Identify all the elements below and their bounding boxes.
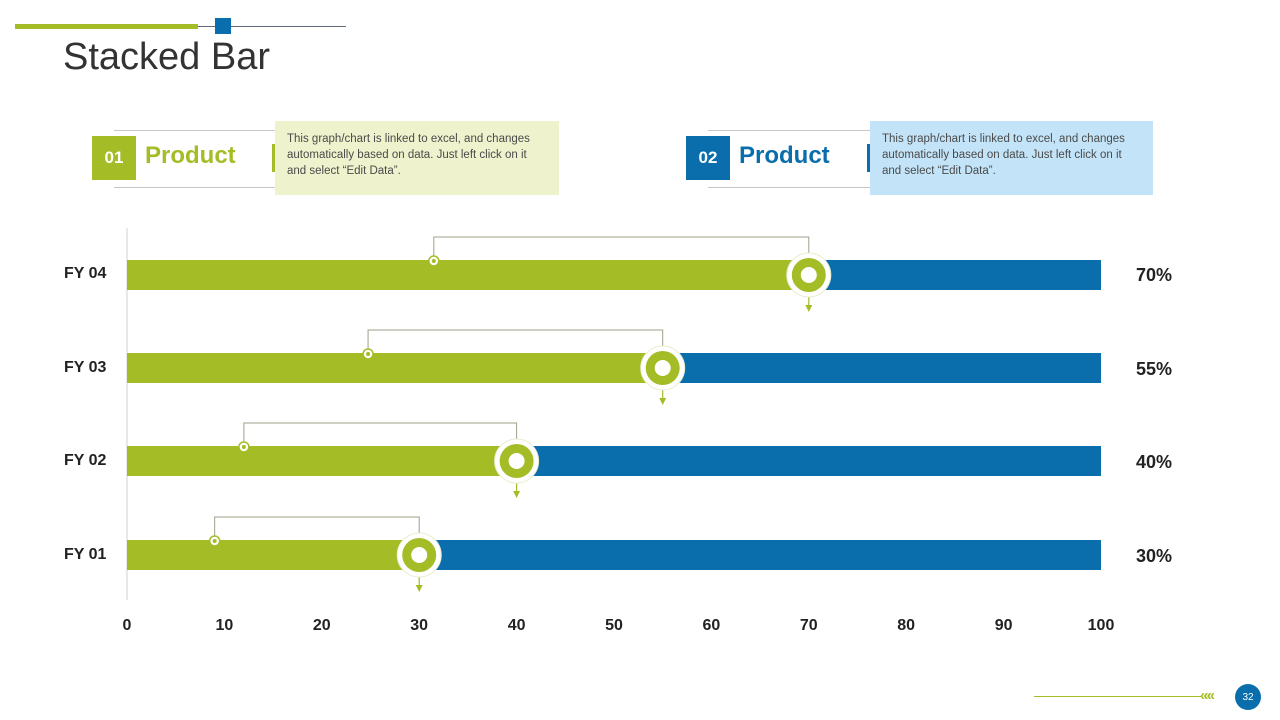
- page-number[interactable]: 32: [1235, 684, 1261, 710]
- bar-segment-1-fy02: [127, 446, 517, 476]
- bar-segment-2-fy04: [808, 260, 1101, 290]
- x-tick-label: 70: [799, 617, 818, 634]
- chevrons-icon: «««: [1200, 687, 1215, 704]
- bar-segment-1-fy01: [127, 540, 420, 570]
- marker-hole-fy04: [800, 267, 817, 283]
- legend-number: 02: [698, 148, 718, 167]
- marker-outer-fy02: [494, 438, 540, 484]
- legend-note-02: This graph/chart is linked to excel, and…: [870, 121, 1153, 195]
- callout-dot-core-fy02: [241, 445, 246, 449]
- legend-note-01: This graph/chart is linked to excel, and…: [275, 121, 559, 195]
- bar-segment-2-fy03: [662, 353, 1101, 383]
- callout-line-fy04: [433, 236, 810, 265]
- callout-dot-fy02: [238, 441, 250, 453]
- marker-arrow-head-fy01: [415, 585, 423, 592]
- marker-outer-fy03: [640, 345, 686, 391]
- y-label-fy04: FY 04: [64, 265, 107, 282]
- x-tick-label: 60: [702, 617, 721, 634]
- bar-segment-1-fy03: [127, 353, 663, 383]
- marker-ring-fy01: [402, 538, 437, 572]
- footer-line: [1034, 696, 1202, 697]
- x-tick-label: 100: [1087, 617, 1115, 634]
- x-tick-label: 20: [312, 617, 331, 634]
- bar-segment-2-fy01: [419, 540, 1101, 570]
- legend-label-02: Product: [739, 142, 830, 169]
- marker-hole-fy01: [411, 547, 428, 563]
- bar-segment-1-fy04: [127, 260, 809, 290]
- marker-ring-fy04: [791, 258, 826, 292]
- marker-hole-fy03: [654, 360, 671, 376]
- marker-arrow-head-fy02: [513, 491, 521, 498]
- x-tick-label: 80: [897, 617, 916, 634]
- x-tick-label: 50: [605, 617, 623, 634]
- callout-line-fy02: [243, 422, 518, 451]
- legend-badge-02: 02: [683, 133, 733, 183]
- callout-dot-fy03: [362, 348, 374, 360]
- marker-arrow-head-fy03: [659, 398, 667, 405]
- x-tick-label: 0: [122, 617, 132, 634]
- marker-outer-fy01: [396, 532, 442, 578]
- y-label-fy03: FY 03: [64, 359, 107, 376]
- legend-number: 01: [104, 148, 124, 167]
- x-tick-label: 30: [410, 617, 429, 634]
- callout-line-fy03: [367, 329, 664, 358]
- data-label-fy01: 30%: [1136, 546, 1173, 566]
- bar-segment-2-fy02: [516, 446, 1101, 476]
- callout-dot-core-fy01: [212, 539, 217, 543]
- marker-arrow-head-fy04: [805, 305, 813, 312]
- marker-ring-fy03: [645, 351, 680, 385]
- y-label-fy01: FY 01: [64, 546, 107, 563]
- data-label-fy04: 70%: [1136, 265, 1173, 285]
- slide-title: Stacked Bar: [63, 36, 270, 78]
- legend-frame: [114, 130, 277, 188]
- callout-line-fy01: [214, 516, 420, 545]
- x-tick-label: 10: [215, 617, 234, 634]
- top-accent-bar: [15, 24, 198, 29]
- top-accent-line: [198, 26, 346, 27]
- marker-outer-fy04: [786, 252, 832, 298]
- marker-hole-fy02: [508, 453, 525, 469]
- y-label-fy02: FY 02: [64, 452, 107, 469]
- data-label-fy02: 40%: [1136, 452, 1173, 472]
- x-tick-label: 90: [994, 617, 1013, 634]
- legend-label-01: Product: [145, 142, 236, 169]
- callout-dot-fy01: [208, 535, 221, 547]
- x-tick-label: 40: [507, 617, 526, 634]
- legend-frame: [708, 130, 871, 188]
- callout-dot-core-fy04: [431, 259, 436, 263]
- legend-tick: [272, 144, 275, 172]
- data-label-fy03: 55%: [1136, 359, 1173, 379]
- top-accent-square: [215, 18, 231, 34]
- legend-tick: [867, 144, 870, 172]
- legend-badge-01: 01: [89, 133, 139, 183]
- marker-ring-fy02: [499, 444, 534, 478]
- callout-dot-fy04: [428, 255, 440, 267]
- callout-dot-core-fy03: [366, 352, 371, 356]
